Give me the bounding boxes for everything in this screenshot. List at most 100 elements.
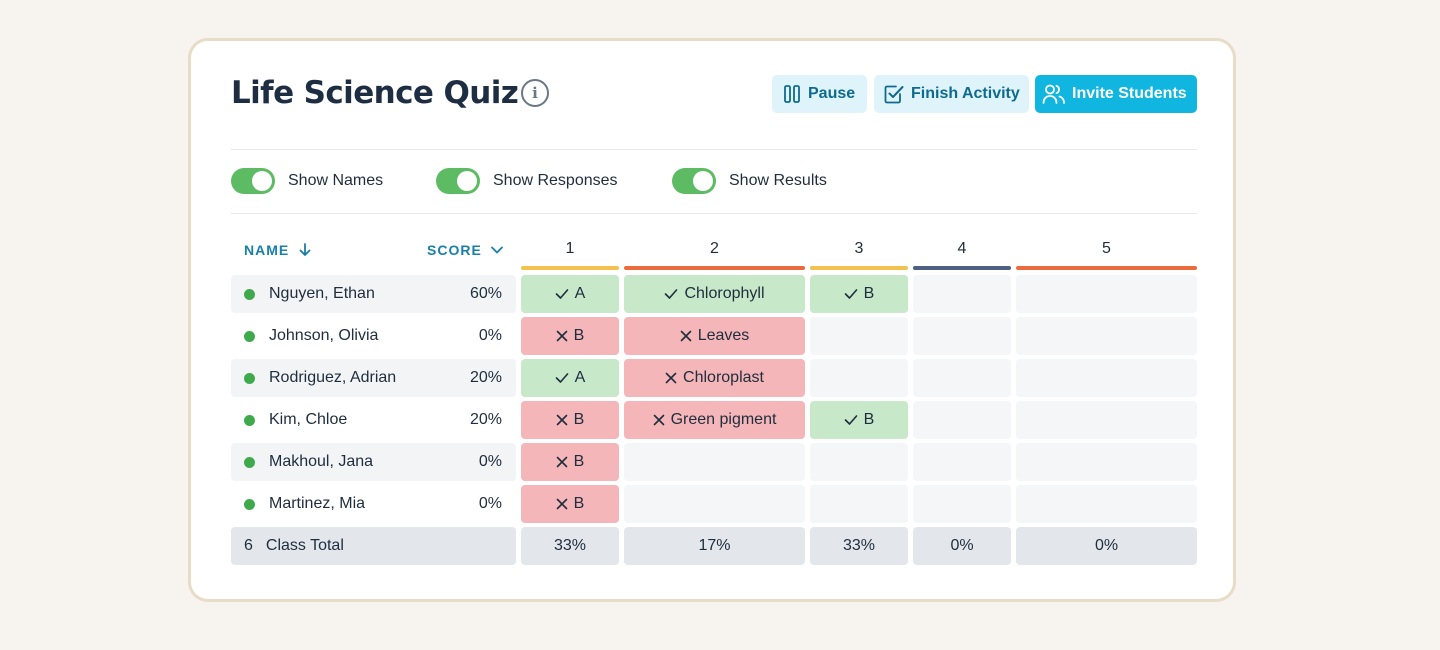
student-name: Johnson, Olivia: [269, 327, 379, 344]
question-header-3[interactable]: 3: [854, 240, 864, 257]
table-row: Kim, Chloe 20% B Green pigment B: [231, 401, 1197, 439]
header: Life Science Quiz i Pause Finish Activit…: [231, 73, 1197, 115]
question-color-bar: [1016, 266, 1197, 270]
chevron-down-icon: [490, 246, 503, 254]
student-score: 0%: [478, 453, 502, 470]
student-name-cell[interactable]: Nguyen, Ethan 60%: [231, 275, 516, 313]
page-title: Life Science Quiz: [231, 75, 519, 111]
check-icon: [664, 288, 678, 300]
table-row: Nguyen, Ethan 60% A Chlorophyll B: [231, 275, 1197, 313]
response-text: A: [574, 285, 586, 302]
response-cell[interactable]: Chloroplast: [624, 359, 805, 397]
check-icon: [555, 288, 569, 300]
student-name-cell[interactable]: Johnson, Olivia 0%: [231, 317, 516, 355]
response-cell[interactable]: [1016, 443, 1197, 481]
response-text: Leaves: [697, 327, 750, 344]
response-cell[interactable]: [1016, 401, 1197, 439]
student-name-cell[interactable]: Martinez, Mia 0%: [231, 485, 516, 523]
response-cell[interactable]: [624, 443, 805, 481]
table-row: Johnson, Olivia 0% B Leaves: [231, 317, 1197, 355]
cross-icon: [556, 498, 568, 510]
display-toggles: Show Names Show Responses Show Results: [231, 166, 1197, 196]
student-score: 0%: [478, 327, 502, 344]
cross-icon: [680, 330, 692, 342]
online-status-dot: [244, 414, 255, 426]
response-cell[interactable]: Green pigment: [624, 401, 805, 439]
question-header-2[interactable]: 2: [710, 240, 719, 257]
response-cell[interactable]: [1016, 317, 1197, 355]
cross-icon: [556, 456, 568, 468]
info-icon[interactable]: i: [521, 79, 549, 107]
toggle-show-responses[interactable]: Show Responses: [436, 166, 618, 196]
finish-activity-button[interactable]: Finish Activity: [874, 75, 1029, 113]
show-responses-switch[interactable]: [436, 168, 480, 194]
class-total-row: 6 Class Total 33% 17% 33% 0% 0%: [231, 527, 1197, 565]
arrow-down-icon: [299, 243, 311, 256]
student-name: Rodriguez, Adrian: [269, 369, 397, 386]
question-color-bar: [521, 266, 619, 270]
response-cell[interactable]: [913, 443, 1011, 481]
response-cell[interactable]: [810, 317, 908, 355]
toggle-show-results[interactable]: Show Results: [672, 166, 827, 196]
finish-activity-label: Finish Activity: [911, 85, 1020, 102]
toggle-show-names[interactable]: Show Names: [231, 166, 383, 196]
class-total-label: Class Total: [265, 537, 344, 554]
response-cell[interactable]: [913, 401, 1011, 439]
toggle-label: Show Results: [729, 172, 827, 189]
student-score: 20%: [469, 369, 502, 386]
response-cell[interactable]: [810, 485, 908, 523]
name-column-header[interactable]: NAME: [244, 242, 313, 258]
online-status-dot: [244, 498, 255, 510]
question-header-5[interactable]: 5: [1102, 240, 1111, 257]
response-cell[interactable]: [1016, 359, 1197, 397]
response-cell[interactable]: [913, 275, 1011, 313]
student-name: Kim, Chloe: [269, 411, 348, 428]
response-text: B: [863, 411, 875, 428]
response-cell[interactable]: B: [810, 401, 908, 439]
response-cell[interactable]: [913, 485, 1011, 523]
response-cell[interactable]: A: [521, 275, 619, 313]
name-header-label: NAME: [244, 242, 290, 258]
response-cell[interactable]: [810, 443, 908, 481]
response-text: Chlorophyll: [684, 285, 765, 302]
pause-button[interactable]: Pause: [772, 75, 867, 113]
quiz-card: Life Science Quiz i Pause Finish Activit…: [188, 38, 1236, 602]
cross-icon: [653, 414, 665, 426]
question-total-cell: 0%: [1016, 527, 1197, 565]
response-cell[interactable]: [810, 359, 908, 397]
question-header-1[interactable]: 1: [565, 240, 575, 257]
table-row: Makhoul, Jana 0% B: [231, 443, 1197, 481]
show-names-switch[interactable]: [231, 168, 275, 194]
response-cell[interactable]: [1016, 485, 1197, 523]
response-cell[interactable]: Leaves: [624, 317, 805, 355]
student-score: 20%: [469, 411, 502, 428]
response-cell[interactable]: [913, 317, 1011, 355]
response-cell[interactable]: B: [521, 485, 619, 523]
question-total-cell: 17%: [624, 527, 805, 565]
response-cell[interactable]: [624, 485, 805, 523]
student-name-cell[interactable]: Rodriguez, Adrian 20%: [231, 359, 516, 397]
response-cell[interactable]: A: [521, 359, 619, 397]
toggles-divider: [231, 213, 1197, 214]
student-score: 60%: [469, 285, 502, 302]
score-column-header[interactable]: SCORE: [427, 242, 505, 258]
response-cell[interactable]: B: [521, 401, 619, 439]
student-name-cell[interactable]: Kim, Chloe 20%: [231, 401, 516, 439]
response-cell[interactable]: [1016, 275, 1197, 313]
response-cell[interactable]: B: [521, 317, 619, 355]
response-cell[interactable]: B: [810, 275, 908, 313]
student-name-cell[interactable]: Makhoul, Jana 0%: [231, 443, 516, 481]
invite-students-label: Invite Students: [1072, 85, 1187, 102]
show-results-switch[interactable]: [672, 168, 716, 194]
student-name: Nguyen, Ethan: [269, 285, 375, 302]
question-header-4[interactable]: 4: [957, 240, 967, 257]
table-row: Rodriguez, Adrian 20% A Chloroplast: [231, 359, 1197, 397]
response-cell[interactable]: B: [521, 443, 619, 481]
response-cell[interactable]: Chlorophyll: [624, 275, 805, 313]
response-text: B: [573, 327, 585, 344]
response-cell[interactable]: [913, 359, 1011, 397]
invite-students-button[interactable]: Invite Students: [1035, 75, 1197, 113]
checkbox-icon: [884, 85, 904, 104]
users-icon: [1042, 84, 1065, 104]
check-icon: [844, 288, 858, 300]
